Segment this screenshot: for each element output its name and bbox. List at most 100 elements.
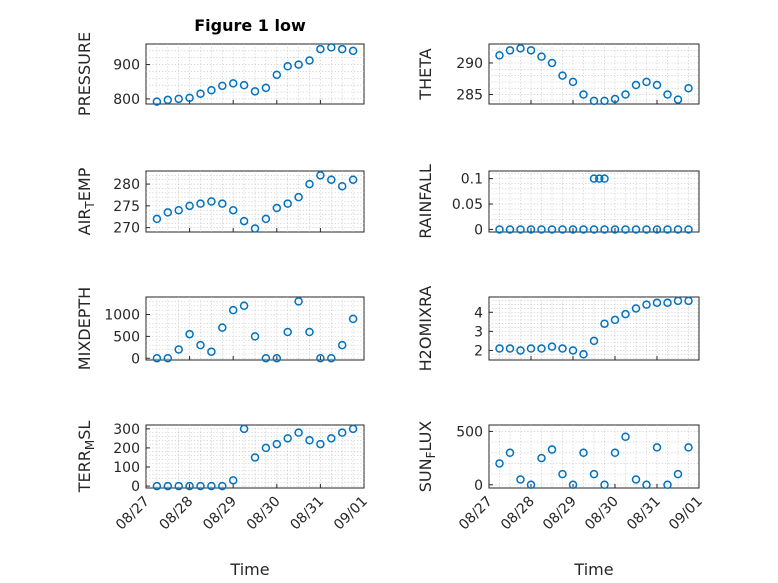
pressure-data-point xyxy=(207,86,216,95)
theta-data-point xyxy=(600,96,609,106)
theta-y-axis-label: THETA xyxy=(416,48,435,100)
pressure-y-tick-label: 900 xyxy=(113,58,140,74)
theta-data-point xyxy=(610,94,620,104)
rainfall-data-point xyxy=(568,225,578,234)
sun-flux-data-point xyxy=(631,475,641,484)
pressure-data-point xyxy=(185,93,194,103)
air-temp-y-tick-label: 270 xyxy=(113,221,140,237)
sun-flux-data-point xyxy=(568,480,578,490)
sun-flux-data-point xyxy=(558,469,567,479)
rainfall-data-point xyxy=(600,174,609,183)
sun-flux-x-tick-label: 08/29 xyxy=(540,494,580,534)
terr-msl-y-tick-label: 300 xyxy=(113,422,140,438)
mixdepth-data-point xyxy=(294,297,303,306)
terr-msl-data-point xyxy=(196,481,205,491)
rainfall-data-point xyxy=(642,225,651,234)
pressure-data-point xyxy=(305,56,314,65)
terr-msl-x-tick-label: 08/28 xyxy=(157,494,197,534)
terr-msl-data-point xyxy=(174,481,183,491)
air-temp-data-point xyxy=(305,179,314,189)
air-temp-data-point xyxy=(327,175,336,184)
theta-data-point xyxy=(673,95,683,104)
pressure-data-point xyxy=(261,83,271,93)
pressure-data-point xyxy=(316,44,325,54)
sun-flux-data-point xyxy=(495,459,504,468)
rainfall-data-point xyxy=(663,225,672,234)
rainfall-data-point xyxy=(579,225,588,234)
air-temp-data-point xyxy=(283,199,292,208)
terr-msl-x-tick-label: 08/30 xyxy=(244,494,284,534)
mixdepth-data-point xyxy=(283,327,292,337)
theta-data-point xyxy=(652,80,662,90)
mixdepth-data-point xyxy=(272,354,282,363)
subplot-mixdepth: 0 500 1000 MIXDEPTH xyxy=(75,287,365,370)
air-temp-data-point xyxy=(174,205,183,215)
terr-msl-data-point xyxy=(239,424,249,434)
air-temp-data-point xyxy=(337,182,347,191)
pressure-data-point xyxy=(337,44,347,54)
pressure-data-point xyxy=(283,62,292,71)
terr-msl-y-tick-label: 200 xyxy=(113,441,140,457)
h2omixra-data-point xyxy=(568,346,578,355)
pressure-data-point xyxy=(348,46,358,56)
pressure-data-point xyxy=(163,95,173,105)
h2omixra-data-point xyxy=(652,298,662,307)
sun-flux-y-tick-label: 0 xyxy=(474,478,483,494)
sun-flux-y-tick-label: 500 xyxy=(456,424,483,440)
rainfall-data-point xyxy=(516,225,525,234)
air-temp-data-point xyxy=(163,208,173,217)
terr-msl-x-tick-label: 08/31 xyxy=(287,494,327,534)
mixdepth-y-tick-label: 0 xyxy=(131,351,140,367)
h2omixra-data-point xyxy=(631,304,641,313)
theta-data-point xyxy=(558,71,567,80)
mixdepth-data-point xyxy=(152,354,162,363)
air-temp-data-point xyxy=(294,192,303,202)
terr-msl-y-tick-label: 0 xyxy=(131,479,140,495)
sun-flux-plot-area xyxy=(488,424,700,489)
sun-flux-data-point xyxy=(652,443,662,452)
h2omixra-data-point xyxy=(526,344,536,353)
x-axis-label-right: Time xyxy=(573,560,613,579)
theta-y-tick-label: 285 xyxy=(456,88,483,104)
theta-data-point xyxy=(631,80,641,90)
mixdepth-data-point xyxy=(327,354,336,363)
pressure-data-point xyxy=(152,97,162,106)
mixdepth-data-point xyxy=(207,347,216,356)
h2omixra-data-point xyxy=(495,344,504,353)
rainfall-data-point xyxy=(547,225,557,234)
rainfall-data-point xyxy=(526,225,536,234)
mixdepth-data-point xyxy=(250,332,260,341)
mixdepth-data-point xyxy=(196,340,205,350)
theta-data-point xyxy=(579,90,588,99)
terr-msl-data-point xyxy=(185,481,194,491)
sun-flux-data-point xyxy=(537,453,546,463)
rainfall-data-point xyxy=(595,174,604,183)
mixdepth-data-point xyxy=(218,323,227,332)
subplot-rainfall: 0 0.05 0.1 RAINFALL xyxy=(416,164,700,239)
mixdepth-y-tick-label: 1000 xyxy=(104,308,140,324)
terr-msl-data-point xyxy=(218,481,227,491)
rainfall-data-point xyxy=(652,225,662,234)
air-temp-data-point xyxy=(348,175,358,184)
sun-flux-data-point xyxy=(684,443,693,452)
rainfall-data-point xyxy=(684,225,693,234)
air-temp-data-point xyxy=(152,214,162,224)
theta-data-point xyxy=(621,90,630,99)
subplot-sun-flux: 0 500 08/27 08/28 08/29 08/30 08/31 09/01 SUNFLU… xyxy=(416,421,706,534)
rainfall-data-point xyxy=(505,225,515,234)
terr-msl-data-point xyxy=(348,424,358,434)
pressure-data-point xyxy=(174,94,183,104)
terr-msl-x-tick-label: 08/29 xyxy=(200,494,240,534)
h2omixra-data-point xyxy=(610,315,620,325)
theta-data-point xyxy=(495,51,504,60)
terr-msl-data-point xyxy=(305,436,314,445)
mixdepth-y-axis-label: MIXDEPTH xyxy=(75,287,94,370)
terr-msl-data-point xyxy=(152,481,162,491)
pressure-data-point xyxy=(239,80,249,90)
sun-flux-data-point xyxy=(589,469,599,479)
rainfall-data-point xyxy=(589,225,599,234)
pressure-data-point xyxy=(196,89,205,98)
terr-msl-data-point xyxy=(316,439,325,449)
pressure-data-point xyxy=(228,79,238,88)
terr-msl-data-point xyxy=(163,481,173,491)
